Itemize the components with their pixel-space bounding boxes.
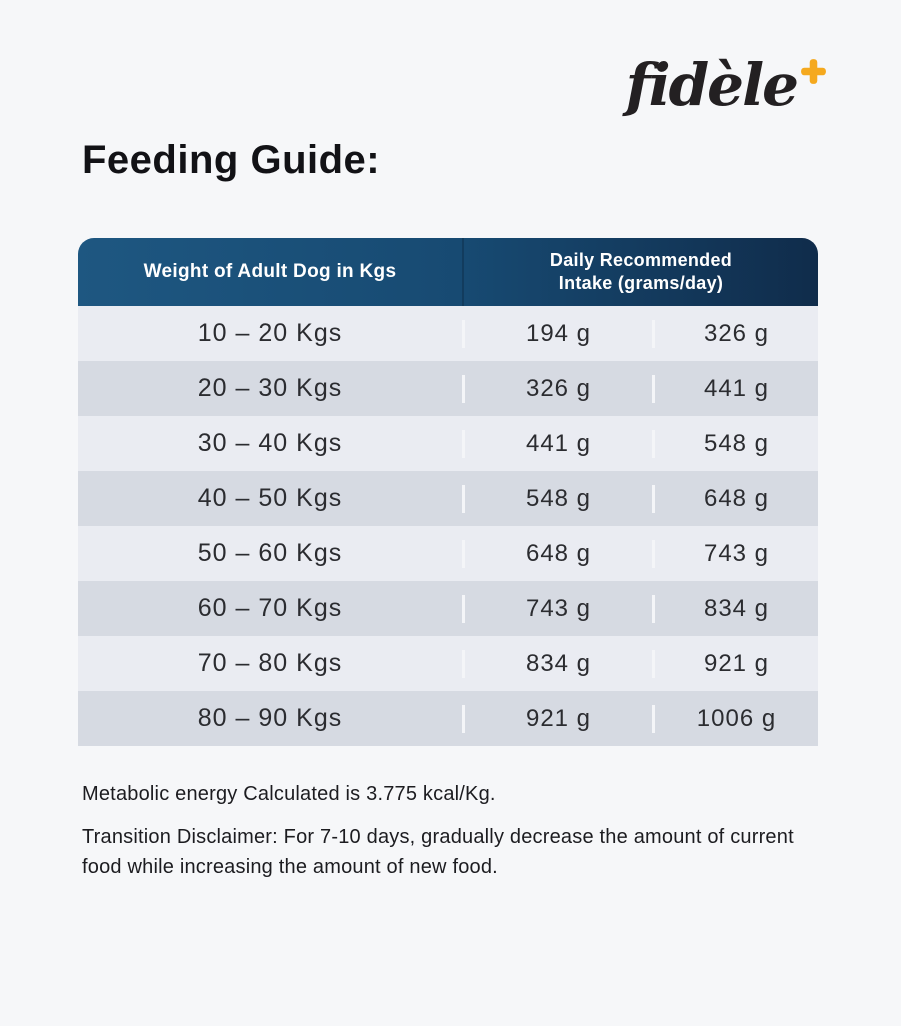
max-intake-cell: 743 g [652,539,818,568]
header-intake-line2: Intake (grams/day) [558,273,724,293]
table-header-row: Weight of Adult Dog in Kgs Daily Recomme… [78,238,818,306]
max-intake-cell: 834 g [652,594,818,623]
min-intake-cell: 326 g [462,374,652,403]
weight-range-cell: 10 – 20 Kgs [197,319,343,347]
min-intake-cell: 921 g [462,704,652,733]
table-row: 10 – 20 Kgs 194 g 326 g [78,306,818,361]
brand-logo: fidèle [626,56,827,114]
table-row: 80 – 90 Kgs 921 g 1006 g [78,691,818,746]
max-intake-cell: 648 g [652,484,818,513]
feeding-guide-table: Weight of Adult Dog in Kgs Daily Recomme… [78,238,818,746]
weight-range-cell: 60 – 70 Kgs [197,594,343,622]
weight-range-cell: 70 – 80 Kgs [197,649,343,677]
weight-range-cell: 50 – 60 Kgs [197,539,343,567]
page-title: Feeding Guide: [82,138,381,182]
weight-range-cell: 40 – 50 Kgs [197,484,343,512]
table-row: 50 – 60 Kgs 648 g 743 g [78,526,818,581]
plus-icon [800,58,827,90]
weight-range-cell: 80 – 90 Kgs [197,704,343,732]
header-weight-column: Weight of Adult Dog in Kgs [143,261,397,282]
brand-logo-text: fidèle [625,51,799,119]
weight-range-cell: 20 – 30 Kgs [197,374,343,402]
max-intake-cell: 1006 g [652,704,818,733]
table-row: 70 – 80 Kgs 834 g 921 g [78,636,818,691]
min-intake-cell: 194 g [462,319,652,348]
min-intake-cell: 648 g [462,539,652,568]
header-intake-line1: Daily Recommended [549,250,733,271]
table-row: 40 – 50 Kgs 548 g 648 g [78,471,818,526]
max-intake-cell: 921 g [652,649,818,678]
weight-range-cell: 30 – 40 Kgs [197,429,343,457]
max-intake-cell: 548 g [652,429,818,458]
metabolic-energy-note: Metabolic energy Calculated is 3.775 kca… [82,783,496,805]
min-intake-cell: 441 g [462,429,652,458]
table-row: 60 – 70 Kgs 743 g 834 g [78,581,818,636]
min-intake-cell: 834 g [462,649,652,678]
header-intake-column: Daily Recommended Intake (grams/day) [462,238,818,306]
table-body: 10 – 20 Kgs 194 g 326 g 20 – 30 Kgs 326 … [78,306,818,746]
table-row: 30 – 40 Kgs 441 g 548 g [78,416,818,471]
max-intake-cell: 441 g [652,374,818,403]
max-intake-cell: 326 g [652,319,818,348]
min-intake-cell: 548 g [462,484,652,513]
footnotes: Metabolic energy Calculated is 3.775 kca… [82,779,808,882]
transition-disclaimer-note: Transition Disclaimer: For 7-10 days, gr… [82,826,794,878]
table-row: 20 – 30 Kgs 326 g 441 g [78,361,818,416]
min-intake-cell: 743 g [462,594,652,623]
